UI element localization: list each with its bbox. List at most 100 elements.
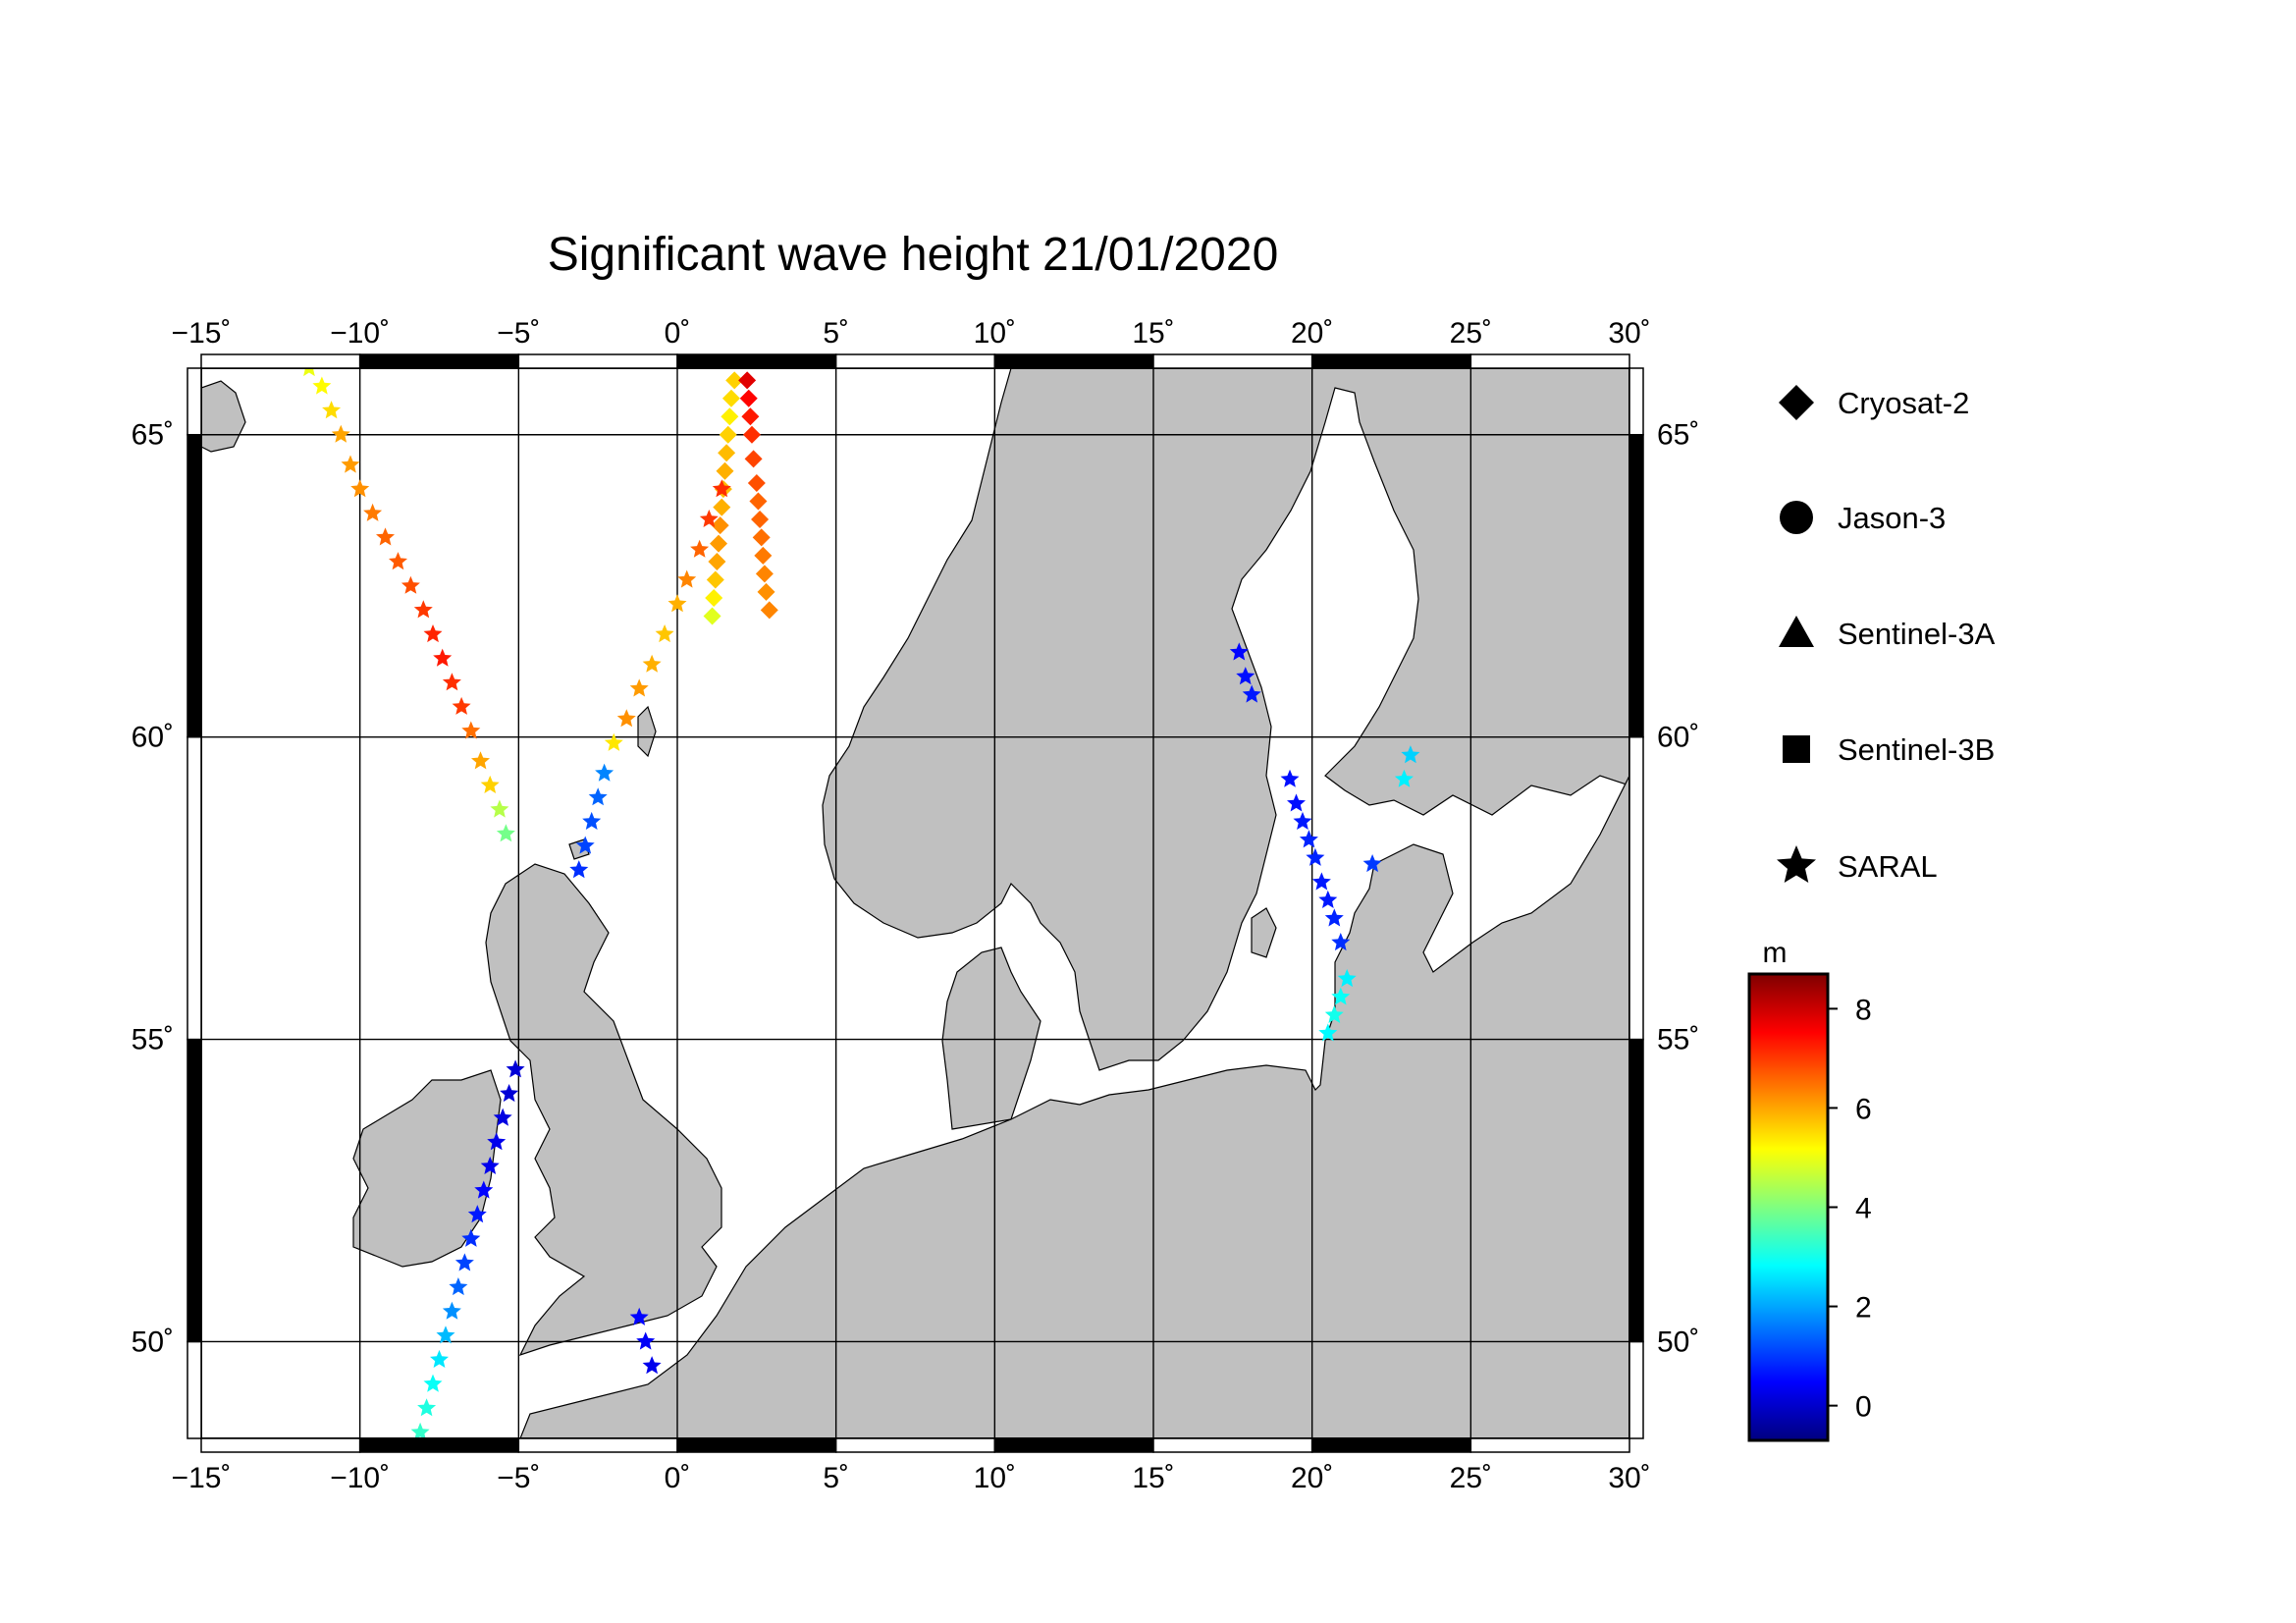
saral-marker	[480, 1156, 500, 1174]
border-segment-right	[1629, 735, 1644, 1041]
saral-marker	[496, 824, 515, 842]
cryosat-2-marker	[711, 516, 729, 535]
saral-marker	[471, 751, 490, 770]
lon-tick-label-bottom: 20˚	[1291, 1462, 1333, 1494]
lon-tick-label-bottom: 15˚	[1132, 1462, 1174, 1494]
lon-tick-label-top: 25˚	[1450, 317, 1492, 350]
lon-tick-label-top: −10˚	[330, 317, 390, 350]
border-segment-bottom	[1469, 1437, 1630, 1453]
saral-marker	[433, 648, 453, 667]
saral-marker	[410, 1422, 430, 1438]
land-gotland	[1251, 907, 1277, 958]
lat-tick-label-right: 55˚	[1657, 1024, 1699, 1056]
border-segment-top	[200, 353, 361, 369]
border-segment-top	[1310, 353, 1472, 369]
saral-marker	[423, 624, 443, 643]
saral-marker	[413, 600, 433, 619]
saral-marker	[452, 696, 471, 715]
cryosat-2-marker	[752, 528, 771, 547]
lat-tick-label-left: 55˚	[132, 1024, 174, 1056]
cryosat-2-marker	[741, 407, 760, 426]
map-area	[200, 367, 1630, 1439]
border-segment-top	[1152, 353, 1313, 369]
border-segment-right	[1629, 1340, 1644, 1439]
saral-marker	[487, 1132, 507, 1151]
saral-marker	[588, 787, 608, 806]
border-segment-left	[187, 1340, 202, 1439]
land-denmark	[941, 947, 1041, 1130]
border-segment-right	[1629, 367, 1644, 436]
saral-marker	[461, 721, 481, 739]
cryosat-2-marker	[744, 450, 763, 468]
lon-tick-label-bottom: 5˚	[823, 1462, 849, 1494]
colorbar-tick-label: 2	[1855, 1292, 1872, 1325]
border-segment-right	[1629, 1038, 1644, 1343]
lon-tick-label-top: 30˚	[1608, 317, 1650, 350]
saral-marker	[690, 539, 710, 558]
border-segment-bottom	[200, 1437, 361, 1453]
saral-marker	[1401, 745, 1420, 764]
cryosat-2-marker	[706, 570, 724, 589]
colorbar-ticks: 0 2 4 6 8	[1828, 994, 1872, 1424]
saral-marker	[1299, 830, 1318, 848]
circle-icon	[1780, 501, 1813, 534]
cryosat-2-marker	[721, 389, 740, 407]
lon-tick-label-bottom: −5˚	[497, 1462, 540, 1494]
saral-marker	[389, 552, 407, 570]
lon-tick-label-top: −15˚	[172, 317, 232, 350]
triangle-icon	[1779, 616, 1814, 647]
map-border	[187, 353, 1644, 1453]
colorbar-tick-label: 0	[1855, 1391, 1872, 1424]
saral-marker	[575, 836, 595, 854]
colorbar-tick-label: 6	[1855, 1093, 1872, 1125]
land-scandinavia	[822, 368, 1629, 1071]
saral-marker	[582, 811, 602, 830]
saral-marker	[350, 479, 370, 498]
legend-label: Jason-3	[1838, 501, 1946, 535]
saral-marker	[322, 401, 342, 419]
saral-marker	[480, 775, 500, 793]
land-masses	[201, 368, 1629, 1438]
saral-marker	[1324, 1004, 1344, 1023]
saral-marker	[500, 1084, 519, 1103]
saral-marker	[1229, 642, 1249, 661]
cryosat-2-marker	[719, 425, 737, 444]
legend-label: Sentinel-3A	[1838, 617, 1996, 651]
cryosat-2-marker	[755, 565, 774, 583]
cryosat-2-marker	[760, 601, 778, 620]
cryosat-2-marker	[716, 461, 734, 480]
lon-tick-label-bottom: 30˚	[1608, 1462, 1650, 1494]
lon-tick-label-top: 20˚	[1291, 317, 1333, 350]
saral-marker	[655, 624, 674, 643]
saral-marker	[629, 678, 649, 697]
lon-tick-label-bottom: −10˚	[330, 1462, 390, 1494]
legend-label: Cryosat-2	[1838, 386, 1969, 420]
cryosat-2-marker	[708, 553, 726, 571]
legend-label: SARAL	[1838, 849, 1938, 884]
saral-marker	[636, 1331, 656, 1350]
border-segment-bottom	[1152, 1437, 1313, 1453]
cryosat-2-marker	[703, 607, 721, 625]
lat-tick-label-left: 50˚	[132, 1325, 174, 1358]
colorbar-unit: m	[1763, 937, 1788, 969]
saral-marker	[493, 1108, 512, 1126]
saral-marker	[1362, 854, 1382, 873]
saral-marker	[642, 654, 662, 673]
cryosat-2-marker	[718, 444, 736, 462]
saral-marker	[1331, 987, 1351, 1005]
cryosat-2-marker	[705, 589, 723, 608]
cryosat-2-marker	[749, 492, 768, 511]
saral-marker	[376, 527, 395, 546]
cryosat-2-marker	[725, 371, 744, 390]
saral-marker	[430, 1349, 449, 1368]
saral-marker	[1242, 684, 1261, 703]
lat-tick-label-right: 60˚	[1657, 722, 1699, 754]
saral-marker	[1311, 872, 1331, 891]
border-segment-bottom	[358, 1437, 520, 1453]
diamond-icon	[1779, 385, 1814, 420]
colorbar-tick-label: 8	[1855, 994, 1872, 1026]
saral-marker	[442, 673, 461, 691]
axis-labels: −15˚ −15˚ −10˚ −10˚ −5˚ −5˚ 0˚ 0˚ 5˚ 5˚ 10˚ 10˚ 15˚ 1…	[132, 317, 1700, 1494]
cryosat-2-marker	[738, 371, 757, 390]
